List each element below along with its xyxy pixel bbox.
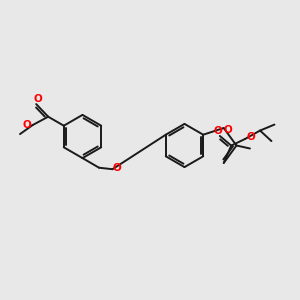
Text: O: O xyxy=(246,132,255,142)
Text: O: O xyxy=(224,124,232,134)
Text: O: O xyxy=(33,94,42,104)
Text: O: O xyxy=(23,120,32,130)
Text: O: O xyxy=(214,126,222,136)
Text: O: O xyxy=(113,163,122,173)
